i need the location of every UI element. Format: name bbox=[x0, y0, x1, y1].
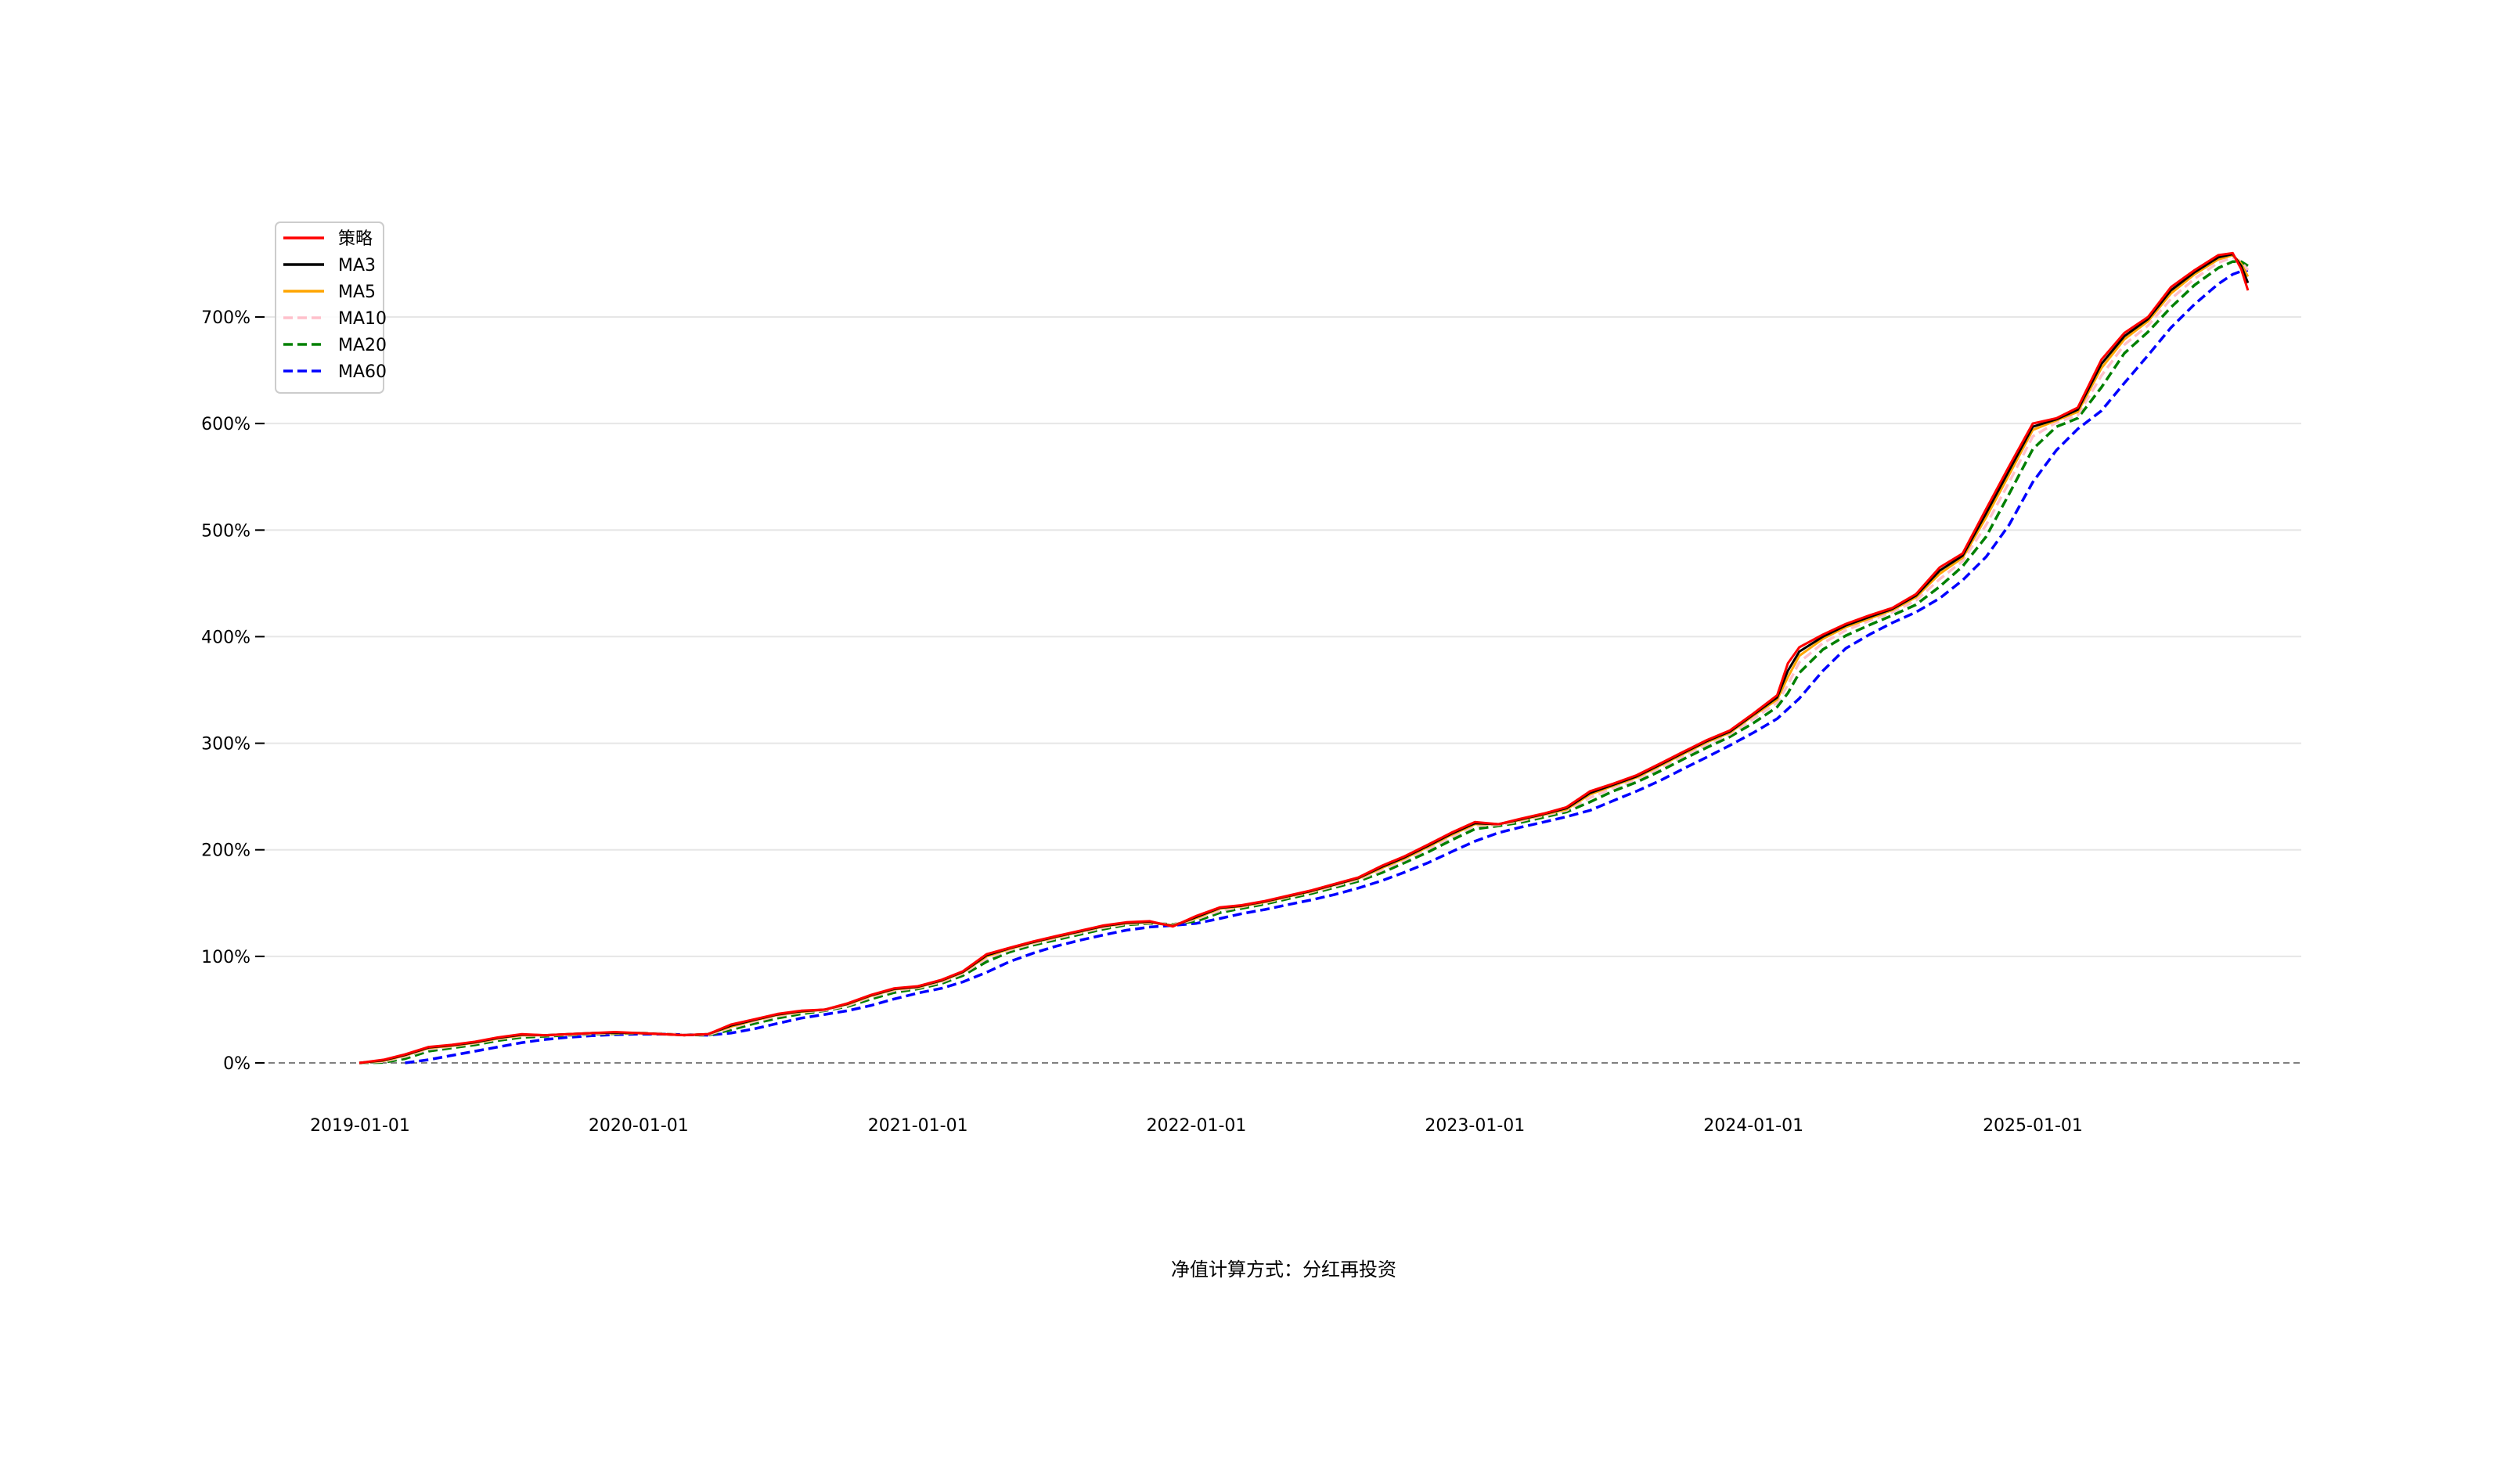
y-tick-label: 200% bbox=[201, 841, 250, 861]
y-tick-label: 0% bbox=[223, 1054, 250, 1074]
y-tick-label: 500% bbox=[201, 521, 250, 541]
y-axis: 0% 100% 200% 300% 400% 500% 600% 700% bbox=[201, 308, 265, 1074]
legend-label: MA5 bbox=[338, 283, 376, 302]
legend-label: MA60 bbox=[338, 362, 387, 382]
legend-label: 策略 bbox=[338, 229, 373, 249]
x-axis: 2019-01-01 2020-01-01 2021-01-01 2022-01-01… bbox=[310, 1116, 2083, 1136]
y-tick-label: 600% bbox=[201, 415, 250, 434]
legend-label: MA3 bbox=[338, 256, 376, 276]
legend-label: MA10 bbox=[338, 309, 387, 329]
x-tick-label: 2024-01-01 bbox=[1703, 1116, 1803, 1136]
series-line-MA20 bbox=[358, 260, 2249, 1064]
x-tick-label: 2023-01-01 bbox=[1425, 1116, 1525, 1136]
series-line-MA5 bbox=[358, 254, 2250, 1064]
nav-method-caption: 净值计算方式：分红再投资 bbox=[1171, 1259, 1396, 1280]
y-tick-label: 700% bbox=[201, 308, 250, 328]
legend: 策略 MA3 MA5 MA10 MA20 MA60 bbox=[275, 222, 387, 394]
y-tick-label: 100% bbox=[201, 948, 250, 967]
legend-label: MA20 bbox=[338, 336, 387, 355]
y-tick-label: 400% bbox=[201, 628, 250, 647]
series-line-MA3 bbox=[358, 253, 2250, 1064]
x-tick-label: 2019-01-01 bbox=[310, 1116, 410, 1136]
x-tick-label: 2021-01-01 bbox=[868, 1116, 968, 1136]
gridlines bbox=[258, 316, 2301, 957]
y-tick-label: 300% bbox=[201, 735, 250, 755]
series-lines bbox=[358, 251, 2250, 1064]
series-line-策略 bbox=[358, 251, 2250, 1064]
x-tick-label: 2020-01-01 bbox=[589, 1116, 689, 1136]
x-tick-label: 2025-01-01 bbox=[1983, 1116, 2083, 1136]
x-tick-label: 2022-01-01 bbox=[1147, 1116, 1247, 1136]
series-line-MA10 bbox=[358, 256, 2250, 1064]
series-line-MA60 bbox=[405, 268, 2249, 1064]
